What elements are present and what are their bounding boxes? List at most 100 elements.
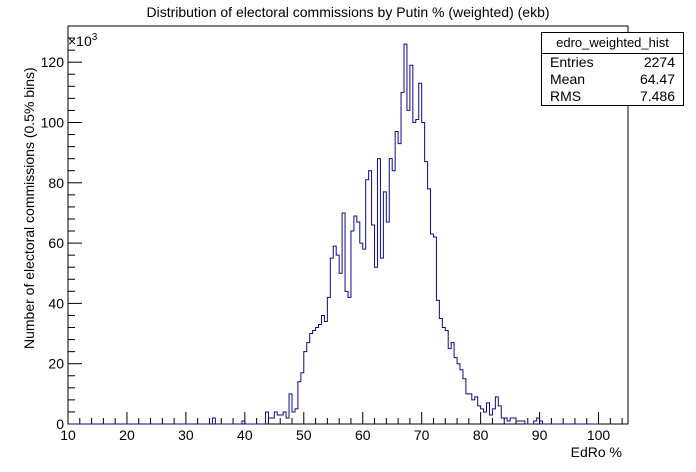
y-tick-label: 40 — [48, 295, 64, 311]
histogram-bin — [442, 328, 445, 424]
histogram-bin — [380, 258, 383, 424]
histogram-bin — [398, 144, 401, 424]
x-tick-label: 40 — [237, 427, 253, 443]
x-tick-label: 20 — [119, 427, 135, 443]
histogram-bin — [360, 243, 363, 424]
histogram-bin — [457, 364, 460, 424]
histogram-bin — [413, 122, 416, 424]
histogram-bin — [478, 406, 481, 424]
histogram-bin — [333, 246, 336, 424]
x-tick-label: 10 — [60, 427, 76, 443]
axes: 10 20 30 40 50 60 70 80 90 100 0 20 40 60 80 100 120 — [41, 25, 629, 443]
histogram-bin — [469, 394, 472, 424]
histogram-bin — [277, 415, 280, 424]
y-axis-label: Number of electoral commissions (0.5% bi… — [21, 67, 37, 349]
stats-box-title: edro_weighted_hist — [542, 33, 683, 54]
histogram-bin — [345, 291, 348, 424]
histogram-bin — [212, 418, 215, 424]
stats-value: 7.486 — [639, 88, 675, 104]
plot-frame — [67, 25, 629, 425]
histogram-bin — [487, 403, 490, 424]
histogram-bin — [321, 315, 324, 424]
y-tick-label: 80 — [48, 175, 64, 191]
y-tick-label: 60 — [48, 235, 64, 251]
histogram-bin — [510, 418, 513, 424]
y-tick-label: 20 — [48, 356, 64, 372]
x-tick-label: 50 — [296, 427, 312, 443]
histogram-bin — [475, 397, 478, 424]
histogram-bin — [428, 189, 431, 424]
histogram-bin — [495, 397, 498, 424]
histogram-bin — [507, 421, 510, 424]
x-tick-label: 100 — [587, 427, 611, 443]
histogram-bin — [268, 418, 271, 424]
histogram-bin — [392, 171, 395, 424]
histogram-bin — [286, 418, 289, 424]
histogram-bin — [310, 334, 313, 424]
histogram-bin — [498, 406, 501, 424]
stats-value: 64.47 — [639, 71, 675, 87]
histogram-bin — [324, 321, 327, 424]
stats-label: RMS — [550, 88, 582, 104]
histogram-bin — [492, 409, 495, 424]
histogram-bin — [307, 343, 310, 424]
histogram-bin — [481, 409, 484, 424]
histogram-bin — [313, 331, 316, 424]
histogram-bin — [422, 122, 425, 424]
histogram-bin — [283, 412, 286, 424]
histogram-bin — [330, 258, 333, 424]
histogram-bin — [522, 421, 525, 424]
histogram-bin — [348, 297, 351, 424]
histogram-bin — [265, 412, 268, 424]
histogram-bin — [404, 44, 407, 424]
histogram-bin — [292, 412, 295, 424]
histogram-bin — [445, 331, 448, 424]
histogram-bin — [389, 159, 392, 424]
histogram-bin — [466, 394, 469, 424]
y-axis-multiplier-base: ×10 — [68, 33, 92, 49]
histogram-bin — [439, 318, 442, 424]
histogram-bin — [280, 415, 283, 424]
histogram-bin — [383, 192, 386, 424]
histogram-bin — [401, 92, 404, 424]
histogram-series-line — [68, 43, 599, 425]
histogram-bin — [372, 225, 375, 424]
x-tick-label: 60 — [355, 427, 371, 443]
histogram-bin — [369, 171, 372, 424]
histogram-bin — [304, 352, 307, 424]
histogram-bin — [519, 421, 522, 424]
histogram-bin — [377, 159, 380, 424]
histogram-bin — [295, 409, 298, 424]
histogram-bin — [425, 162, 428, 424]
histogram-bin — [501, 418, 504, 424]
histogram-bin — [454, 358, 457, 424]
histogram-bin — [534, 421, 537, 424]
x-tick-label: 30 — [178, 427, 194, 443]
y-axis-multiplier-exponent: 3 — [92, 32, 98, 43]
histogram-bin — [363, 249, 366, 424]
stats-row-rms: RMS 7.486 — [542, 88, 683, 105]
histogram-bin — [386, 222, 389, 424]
histogram-bin — [354, 216, 357, 424]
histogram-bin — [516, 421, 519, 424]
histogram-bin — [242, 421, 245, 424]
histogram-bin — [319, 325, 322, 425]
histogram-bin — [504, 418, 507, 424]
histogram-bin — [416, 119, 419, 424]
x-axis-label: EdRo % — [571, 444, 622, 460]
histogram-bin — [395, 132, 398, 424]
histogram-bin — [375, 267, 378, 424]
histogram-bin — [316, 328, 319, 424]
histogram-bins — [212, 44, 542, 424]
stats-box: edro_weighted_hist Entries 2274 Mean 64.… — [541, 32, 684, 106]
histogram-bin — [484, 412, 487, 424]
histogram-bin — [298, 382, 301, 424]
histogram-bin — [419, 83, 422, 424]
histogram-bin — [451, 343, 454, 424]
histogram-bin — [327, 297, 330, 424]
histogram-bin — [289, 394, 292, 424]
histogram-bin — [463, 379, 466, 424]
histogram-bin — [339, 273, 342, 424]
histogram-bin — [410, 65, 413, 424]
